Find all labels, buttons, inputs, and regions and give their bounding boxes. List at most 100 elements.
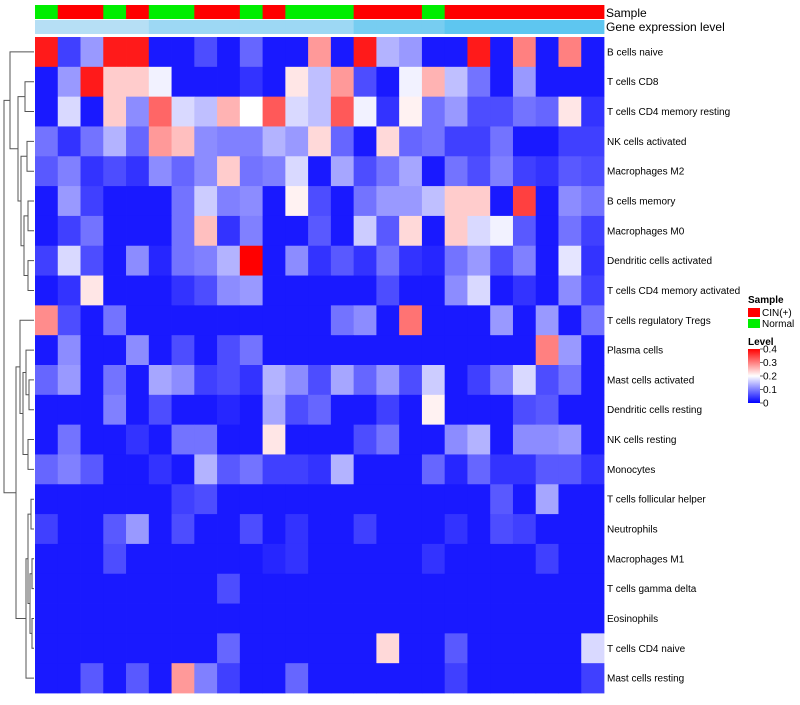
heatmap-cell (512, 156, 537, 187)
heatmap-cell (194, 275, 218, 306)
heatmap-cell (421, 603, 446, 634)
sample-track-cell (239, 5, 263, 19)
heatmap-cell (353, 573, 377, 604)
heatmap-cell (535, 394, 559, 426)
heatmap-cell (217, 275, 241, 306)
dendrogram-branch (24, 81, 34, 112)
heatmap-cell (490, 186, 514, 217)
heatmap-cell (103, 186, 127, 217)
heatmap-cell (171, 454, 195, 485)
heatmap-cell (239, 633, 263, 664)
heatmap-cell (126, 484, 150, 515)
heatmap-cell (490, 96, 514, 127)
heatmap-cell (581, 394, 605, 426)
heatmap-cell (512, 215, 537, 247)
heatmap-cell (35, 335, 59, 366)
heatmap-cell (171, 37, 195, 68)
heatmap-cell (330, 424, 355, 455)
sample-track-cell (353, 5, 377, 19)
row-label: Macrophages M0 (607, 226, 685, 237)
heatmap-cell (558, 96, 582, 127)
heatmap-cell (558, 215, 582, 247)
heatmap-cell (126, 305, 150, 336)
heatmap-cell (148, 37, 172, 68)
dendrogram-branch (27, 200, 34, 232)
heatmap-cell (581, 603, 605, 634)
heatmap-cell (262, 66, 286, 98)
heatmap-cell (57, 514, 81, 545)
heatmap-cell (262, 573, 286, 604)
heatmap-cell (308, 275, 332, 306)
heatmap-cell (35, 514, 59, 545)
level-track-cell (308, 20, 332, 34)
heatmap-cell (421, 454, 446, 485)
heatmap-cell (194, 543, 218, 575)
heatmap-cell (57, 335, 81, 366)
heatmap-cell (217, 573, 241, 604)
heatmap-cell (353, 394, 377, 426)
heatmap-cell (444, 126, 468, 157)
heatmap-cell (103, 514, 127, 545)
row-label: T cells CD4 memory resting (607, 107, 730, 118)
level-annotation-track (35, 20, 605, 34)
heatmap-cell (330, 663, 355, 694)
level-track-cell (535, 20, 559, 34)
heatmap-cell (535, 275, 559, 306)
heatmap-cell (80, 96, 104, 127)
heatmap-cell (262, 514, 286, 545)
heatmap-cell (558, 365, 582, 396)
heatmap-cell (558, 245, 582, 276)
level-track-cell (217, 20, 241, 34)
heatmap-cell (399, 454, 423, 485)
heatmap-cell (535, 186, 559, 217)
heatmap-cell (80, 215, 104, 247)
heatmap-cell (126, 543, 150, 575)
heatmap-cell (80, 394, 104, 426)
heatmap-cell (126, 275, 150, 306)
heatmap-cell (399, 335, 423, 366)
heatmap-cell (57, 424, 81, 455)
heatmap-cell (581, 245, 605, 276)
heatmap-cell (239, 215, 263, 247)
heatmap-cell (80, 514, 104, 545)
heatmap-cell (171, 663, 195, 694)
heatmap-cell (421, 633, 446, 664)
heatmap-cell (217, 186, 241, 217)
heatmap-cell (308, 663, 332, 694)
heatmap-cell (217, 66, 241, 98)
heatmap-cell (126, 245, 150, 276)
heatmap-cell (80, 484, 104, 515)
dendrogram-branch (27, 260, 34, 291)
heatmap-cell (444, 603, 468, 634)
heatmap-cell (194, 305, 218, 336)
heatmap-cell (330, 245, 355, 276)
heatmap-cell (535, 514, 559, 545)
heatmap-cell (512, 275, 537, 306)
heatmap-cell (35, 245, 59, 276)
heatmap-cell (353, 484, 377, 515)
heatmap-cell (330, 633, 355, 664)
heatmap-cell (399, 245, 423, 276)
level-colorbar-ticks: 0.4 0.3 0.2 0.1 0 (760, 345, 777, 410)
heatmap-cell (490, 454, 514, 485)
heatmap-cell (558, 66, 582, 98)
heatmap-cell (467, 365, 491, 396)
row-label: T cells CD4 naive (607, 644, 686, 655)
heatmap-cell (239, 245, 263, 276)
heatmap-cell (194, 66, 218, 98)
heatmap-cell (581, 633, 605, 664)
heatmap-cell (444, 514, 468, 545)
heatmap-cell (148, 275, 172, 306)
heatmap-cell (376, 484, 400, 515)
heatmap-cell (535, 245, 559, 276)
heatmap-cell (535, 66, 559, 98)
heatmap-cell (194, 573, 218, 604)
heatmap-cell (285, 335, 309, 366)
heatmap-cell (171, 543, 195, 575)
heatmap-cell (512, 245, 537, 276)
heatmap-cell (581, 573, 605, 604)
heatmap-cell (467, 454, 491, 485)
heatmap-cell (194, 484, 218, 515)
heatmap-cell (558, 186, 582, 217)
heatmap-cell (57, 126, 81, 157)
